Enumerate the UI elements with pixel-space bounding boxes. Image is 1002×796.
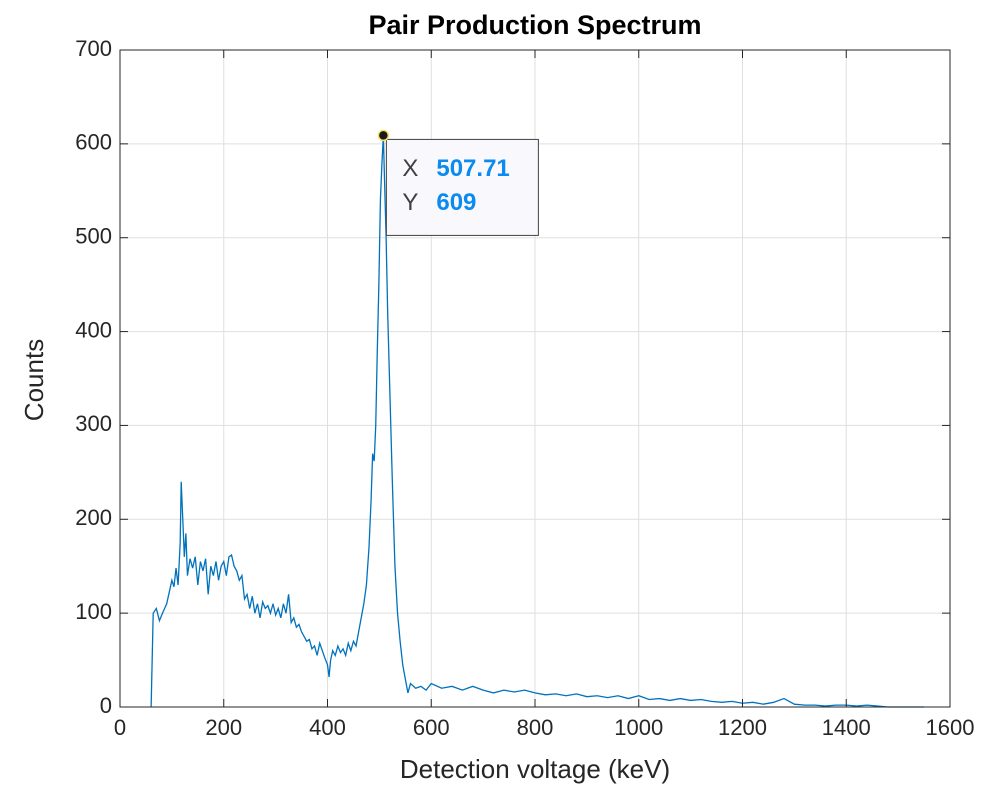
y-tick-label: 400	[75, 317, 112, 342]
y-tick-label: 100	[75, 599, 112, 624]
plot	[150, 135, 925, 708]
data-line	[150, 135, 925, 708]
y-axis-label: Counts	[19, 339, 49, 421]
x-tick-label: 200	[205, 715, 242, 740]
x-tick-label: 400	[309, 715, 346, 740]
datatip-box	[385, 138, 539, 236]
datatip-y-label: Y	[402, 189, 418, 216]
x-tick-label: 0	[114, 715, 126, 740]
datatip: X 507.71 Y 609	[377, 129, 539, 236]
chart-title: Pair Production Spectrum	[368, 10, 701, 40]
y-tick-label: 0	[100, 693, 112, 718]
x-tick-label: 1400	[822, 715, 871, 740]
y-tick-label: 300	[75, 411, 112, 436]
y-tick-label: 500	[75, 224, 112, 249]
datatip-marker	[377, 129, 390, 142]
y-tick-label: 600	[75, 130, 112, 155]
datatip-x-label: X	[402, 155, 418, 182]
datatip-x-value: 507.71	[436, 155, 509, 182]
x-tick-label: 1000	[614, 715, 663, 740]
y-tick-label: 700	[75, 36, 112, 61]
datatip-y-value: 609	[436, 189, 476, 216]
x-tick-label: 800	[517, 715, 554, 740]
y-tick-label: 200	[75, 505, 112, 530]
ticks: 0 200 400 600 800 1000 1200 1400 1600 0 100 200 300 4…	[75, 36, 974, 740]
x-tick-label: 1600	[926, 715, 975, 740]
x-axis-label: Detection voltage (keV)	[400, 754, 670, 784]
x-tick-label: 600	[413, 715, 450, 740]
x-tick-label: 1200	[718, 715, 767, 740]
